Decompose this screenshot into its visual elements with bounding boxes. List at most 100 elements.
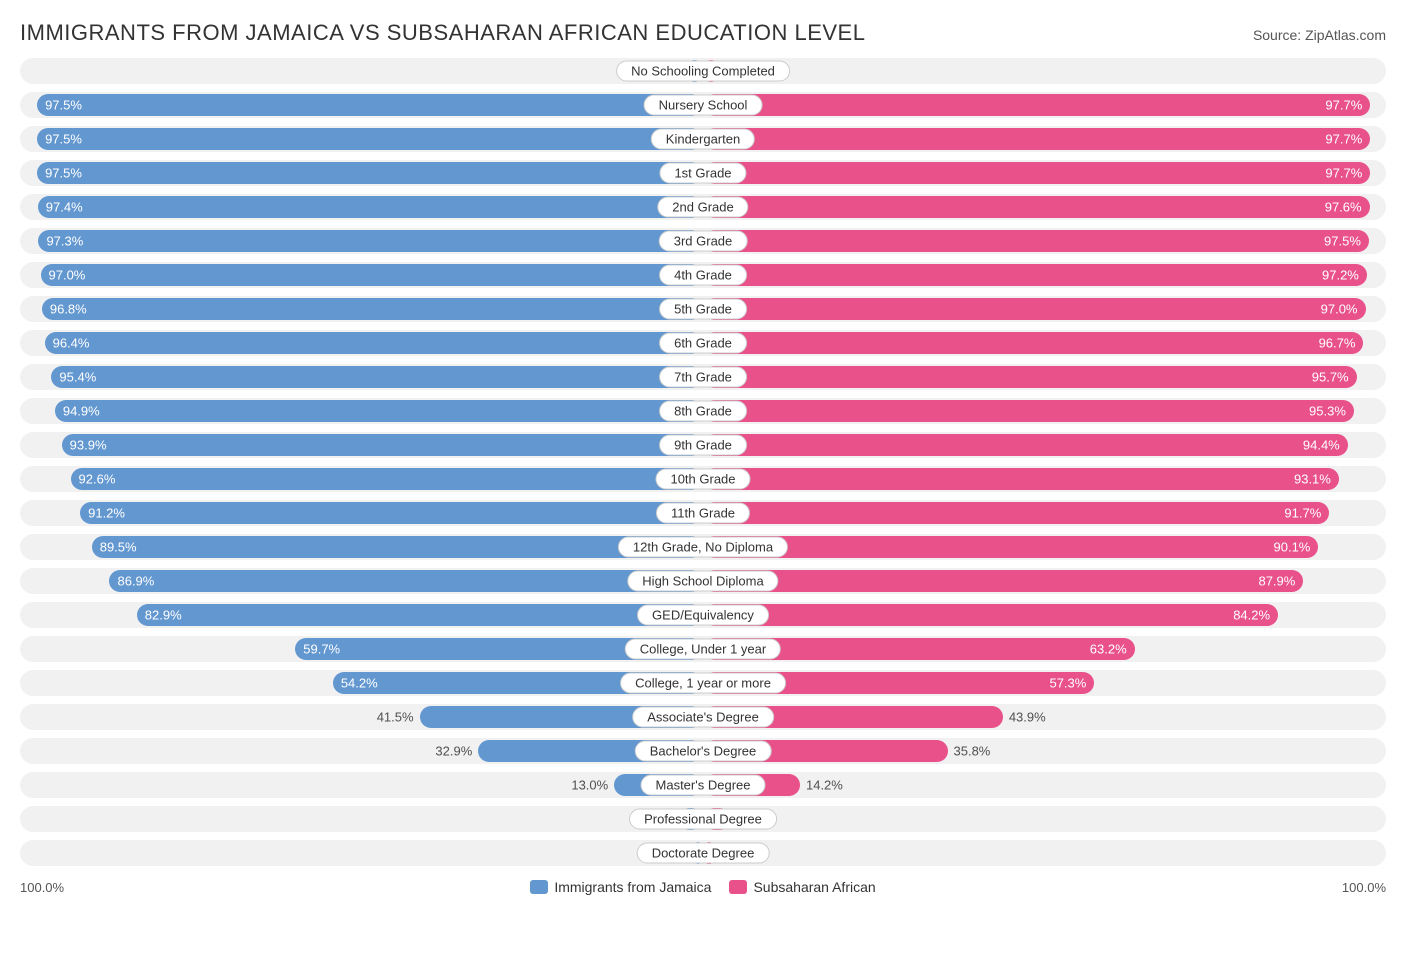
legend-swatch-left [530,880,548,894]
value-left: 96.8% [50,302,87,317]
chart-row: 54.2%57.3%College, 1 year or more [20,670,1386,696]
category-label: 12th Grade, No Diploma [618,537,788,558]
bar-right [703,502,1329,524]
chart-row: 93.9%94.4%9th Grade [20,432,1386,458]
value-left: 41.5% [377,710,420,725]
value-left: 59.7% [303,642,340,657]
value-left: 96.4% [53,336,90,351]
category-label: GED/Equivalency [637,605,769,626]
chart-header: IMMIGRANTS FROM JAMAICA VS SUBSAHARAN AF… [20,20,1386,46]
category-label: Bachelor's Degree [635,741,772,762]
category-label: College, Under 1 year [625,639,781,660]
value-left: 92.6% [79,472,116,487]
value-left: 95.4% [59,370,96,385]
value-left: 94.9% [63,404,100,419]
value-left: 97.4% [46,200,83,215]
legend-swatch-right [729,880,747,894]
chart-row: 97.0%97.2%4th Grade [20,262,1386,288]
value-left: 32.9% [435,744,478,759]
category-label: Kindergarten [651,129,755,150]
chart-row: 91.2% 91.7% 11th Grade [20,500,1386,526]
chart-row: 32.9% 35.8% Bachelor's Degree [20,738,1386,764]
bar-left [109,570,703,592]
bar-left [137,604,703,626]
bar-right [703,400,1354,422]
category-label: Professional Degree [629,809,777,830]
bar-right [703,128,1370,150]
category-label: 10th Grade [655,469,750,490]
chart-row: 82.9%84.2%GED/Equivalency [20,602,1386,628]
legend: Immigrants from Jamaica Subsaharan Afric… [64,879,1342,895]
chart-row: 97.4% 97.6% 2nd Grade [20,194,1386,220]
bar-right [703,94,1370,116]
chart-row: 2.5%2.3%No Schooling Completed [20,58,1386,84]
value-right: 63.2% [1090,642,1127,657]
bar-right [703,434,1348,456]
bar-right [703,570,1303,592]
value-left: 97.5% [45,166,82,181]
value-left: 97.5% [45,132,82,147]
bar-left [42,298,703,320]
value-right: 57.3% [1049,676,1086,691]
chart-row: 13.0%14.2%Master's Degree [20,772,1386,798]
legend-label-right: Subsaharan African [753,879,875,895]
chart-source: Source: ZipAtlas.com [1253,27,1386,43]
value-right: 35.8% [948,744,991,759]
bar-right [703,604,1278,626]
bar-left [45,332,703,354]
value-right: 97.5% [1324,234,1361,249]
bar-left [55,400,703,422]
category-label: 2nd Grade [657,197,748,218]
value-left: 54.2% [341,676,378,691]
bar-right [703,536,1318,558]
bar-left [51,366,703,388]
chart-row: 97.5%97.7%Nursery School [20,92,1386,118]
chart-row: 96.8%97.0%5th Grade [20,296,1386,322]
value-left: 91.2% [88,506,125,521]
bar-left [71,468,703,490]
bar-right [703,298,1366,320]
bar-left [37,162,703,184]
bar-right [703,162,1370,184]
value-left: 82.9% [145,608,182,623]
legend-item-left: Immigrants from Jamaica [530,879,711,895]
category-label: Associate's Degree [632,707,774,728]
chart-row: 94.9%95.3%8th Grade [20,398,1386,424]
value-left: 86.9% [117,574,154,589]
source-name: ZipAtlas.com [1305,27,1386,43]
legend-row: 100.0% Immigrants from Jamaica Subsahara… [20,874,1386,900]
value-right: 93.1% [1294,472,1331,487]
category-label: 3rd Grade [659,231,748,252]
value-left: 97.3% [46,234,83,249]
value-left: 89.5% [100,540,137,555]
axis-right-max: 100.0% [1342,880,1386,895]
bar-right [703,332,1363,354]
bar-right [703,196,1370,218]
chart-row: 97.5%97.7%Kindergarten [20,126,1386,152]
chart-row: 59.7% 63.2% College, Under 1 year [20,636,1386,662]
category-label: 8th Grade [659,401,747,422]
value-right: 97.7% [1325,166,1362,181]
bar-right [703,264,1367,286]
category-label: Master's Degree [641,775,766,796]
category-label: 6th Grade [659,333,747,354]
chart-title: IMMIGRANTS FROM JAMAICA VS SUBSAHARAN AF… [20,20,865,46]
value-right: 97.6% [1325,200,1362,215]
axis-left-max: 100.0% [20,880,64,895]
bar-right [703,468,1339,490]
value-right: 91.7% [1284,506,1321,521]
bar-left [92,536,703,558]
category-label: 11th Grade [656,503,750,524]
chart-row: 92.6% 93.1% 10th Grade [20,466,1386,492]
category-label: 9th Grade [659,435,747,456]
value-left: 13.0% [571,778,614,793]
value-right: 87.9% [1258,574,1295,589]
bar-left [37,94,703,116]
category-label: 5th Grade [659,299,747,320]
bar-left [41,264,704,286]
chart-row: 97.5%97.7%1st Grade [20,160,1386,186]
value-right: 43.9% [1003,710,1046,725]
category-label: 4th Grade [659,265,747,286]
bar-left [62,434,703,456]
category-label: Nursery School [644,95,763,116]
